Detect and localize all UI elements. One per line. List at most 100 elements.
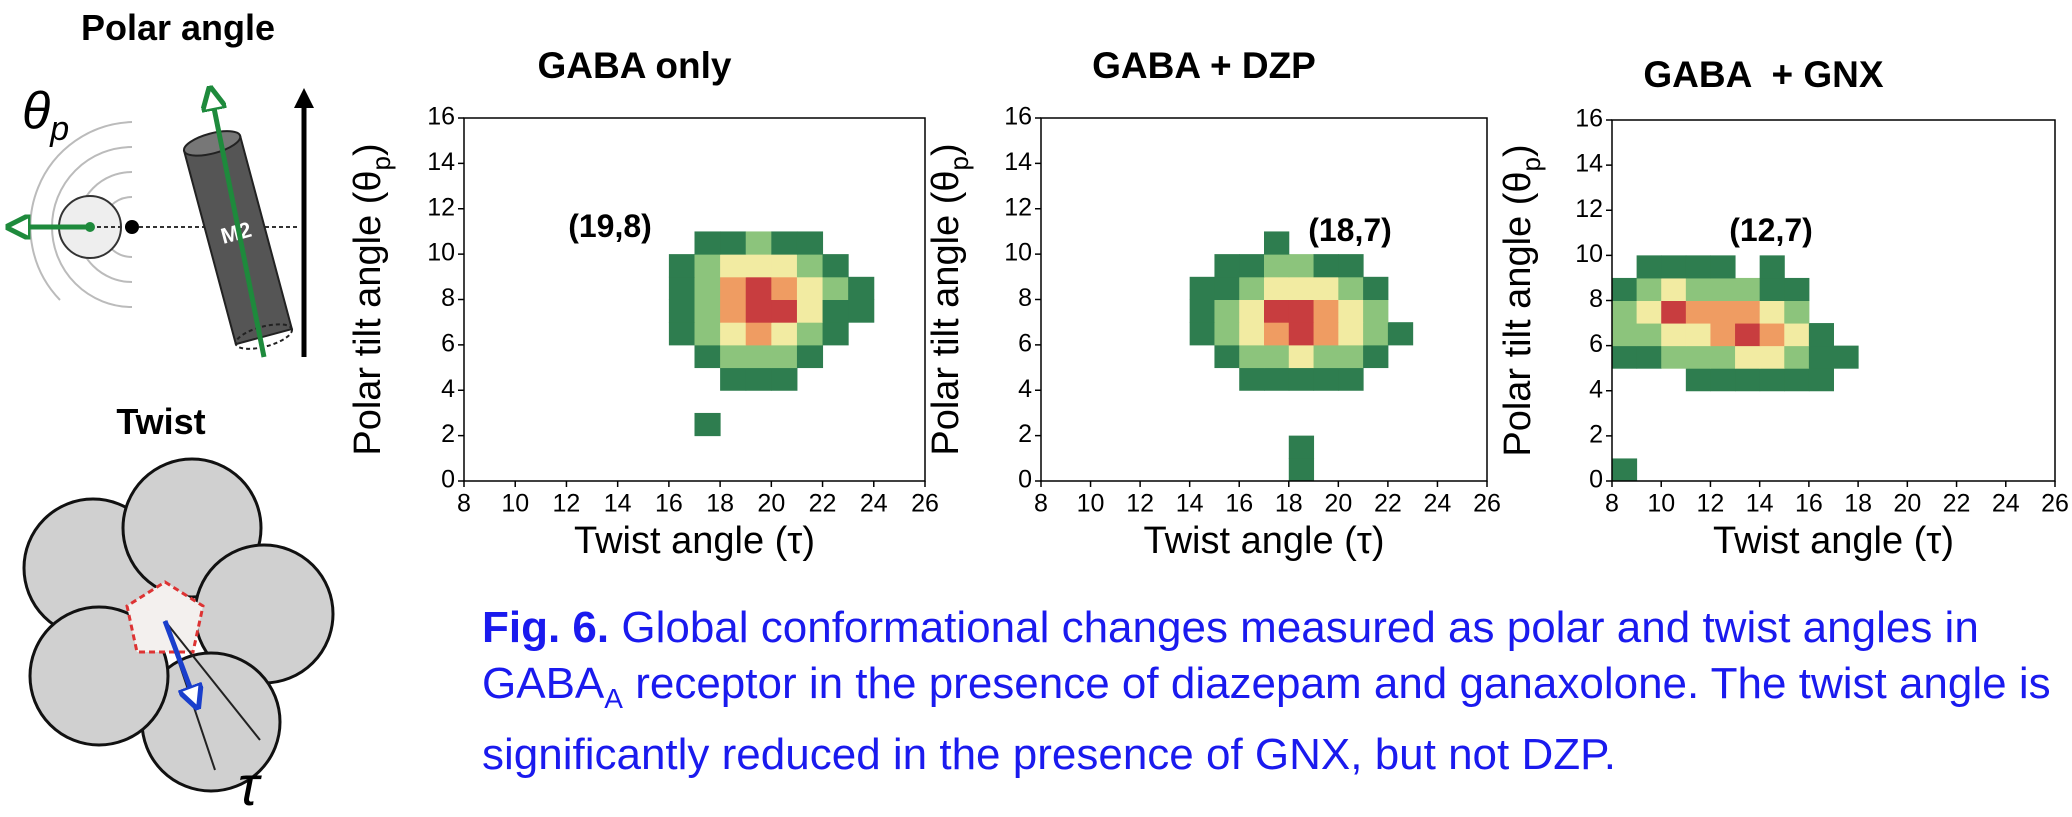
heatmap-cell bbox=[1363, 413, 1388, 436]
caption-label: Fig. 6. bbox=[482, 603, 610, 652]
heatmap-cell bbox=[1388, 413, 1413, 436]
heatmap-cell bbox=[848, 299, 875, 323]
chart-title: GABA + DZP bbox=[1092, 45, 1316, 86]
heatmap-cell bbox=[1636, 255, 1662, 279]
y-tick-label: 12 bbox=[427, 193, 455, 221]
heatmap-cell bbox=[1685, 345, 1711, 369]
x-tick-label: 18 bbox=[1844, 490, 1872, 518]
heatmap-cell bbox=[720, 413, 746, 436]
heatmap-cell bbox=[1784, 300, 1810, 324]
y-tick-label: 0 bbox=[441, 466, 455, 494]
y-tick-label: 14 bbox=[1004, 148, 1032, 176]
heatmap-cell bbox=[1388, 254, 1413, 277]
diagram-title: Twist bbox=[116, 401, 205, 442]
heatmap-cell bbox=[1834, 323, 1859, 346]
x-tick-label: 18 bbox=[1275, 490, 1303, 518]
heatmap-cell bbox=[771, 231, 798, 255]
heatmap-cell bbox=[796, 322, 824, 346]
heatmap-cell bbox=[1239, 390, 1264, 413]
y-tick-label: 16 bbox=[1004, 103, 1032, 131]
heatmap-cell bbox=[1388, 390, 1413, 413]
y-axis-label: Polar tilt angle (θp) bbox=[925, 143, 974, 455]
heatmap-cell bbox=[1686, 458, 1711, 481]
heatmap-cell bbox=[1661, 277, 1687, 301]
heatmap-cell bbox=[1612, 277, 1638, 301]
theta-label: θp bbox=[22, 82, 69, 148]
heatmap-cell bbox=[1735, 323, 1761, 347]
heatmap-cell bbox=[720, 367, 747, 391]
heatmap-cell bbox=[1685, 255, 1711, 279]
heatmap-cell bbox=[823, 390, 849, 413]
heatmap-cell bbox=[848, 368, 874, 391]
y-axis-label-text: Polar tilt angle (θ bbox=[1497, 171, 1539, 456]
x-tick-label: 24 bbox=[860, 490, 888, 518]
heatmap-cell bbox=[771, 276, 798, 300]
heatmap-cell bbox=[1363, 276, 1389, 300]
x-tick-label: 14 bbox=[604, 490, 632, 518]
heatmap-cell bbox=[745, 299, 772, 323]
heatmap-cell bbox=[771, 254, 798, 278]
heatmap-cell bbox=[669, 231, 695, 254]
heatmap-cell bbox=[1834, 413, 1859, 436]
theta: θ bbox=[22, 82, 50, 140]
heatmap-cell bbox=[1710, 255, 1736, 279]
heatmap-cell bbox=[1784, 368, 1810, 392]
heatmap-cell bbox=[1637, 436, 1662, 459]
heatmap-cell bbox=[1313, 322, 1339, 346]
heatmap-cell bbox=[1264, 344, 1290, 369]
heatmap-cell bbox=[694, 254, 721, 278]
y-tick-label: 8 bbox=[1018, 284, 1032, 312]
heatmap-cell bbox=[1388, 436, 1413, 459]
heatmap-cell bbox=[1661, 323, 1687, 347]
heatmap-cell bbox=[822, 322, 849, 346]
heatmap-cell bbox=[797, 390, 823, 413]
heatmap-cell bbox=[1661, 300, 1687, 324]
heatmap-cell bbox=[1314, 390, 1339, 413]
heatmap-cell bbox=[1834, 436, 1859, 459]
heatmap-cell bbox=[1214, 436, 1239, 459]
heatmap-cell bbox=[1288, 435, 1315, 459]
heatmap-cell bbox=[1239, 231, 1264, 254]
heatmap-cell bbox=[1784, 391, 1809, 414]
heatmap-cell bbox=[1636, 277, 1662, 301]
heatmap-cell bbox=[695, 368, 721, 391]
x-tick-label: 12 bbox=[553, 490, 581, 518]
heatmap-cell bbox=[822, 276, 849, 300]
heatmap-cell bbox=[1759, 345, 1785, 369]
heatmap-cell bbox=[771, 367, 798, 391]
heatmap-cell bbox=[1760, 391, 1785, 414]
heatmap-cell bbox=[1190, 231, 1215, 254]
heatmap-cell bbox=[1735, 436, 1760, 459]
heatmap-cell bbox=[720, 231, 747, 255]
heatmap-cell bbox=[848, 276, 875, 300]
x-tick-label: 10 bbox=[501, 490, 529, 518]
heatmap-cell bbox=[1760, 436, 1785, 459]
heatmap-cell bbox=[1363, 254, 1388, 277]
heatmap-cell bbox=[1264, 367, 1290, 391]
heatmap-cell bbox=[1759, 323, 1785, 347]
heatmap-cell bbox=[822, 299, 849, 323]
heatmap-cell bbox=[1636, 345, 1662, 369]
caption: Fig. 6. Global conformational changes me… bbox=[482, 600, 2057, 783]
heatmap-cell bbox=[1190, 390, 1215, 413]
heatmap-cell bbox=[1288, 299, 1315, 323]
heatmap-cell bbox=[1710, 345, 1736, 369]
heatmap-cell bbox=[771, 390, 797, 413]
y-axis-label-subscript: p bbox=[944, 156, 974, 170]
heatmap-cell bbox=[1686, 436, 1711, 459]
heatmap-cell bbox=[746, 413, 772, 436]
chart-title: GABA + GNX bbox=[1643, 54, 1884, 95]
heatmap-cell bbox=[1190, 413, 1215, 436]
heatmap-cell bbox=[1338, 458, 1363, 481]
heatmap-cell bbox=[1661, 255, 1687, 279]
x-tick-label: 16 bbox=[1225, 490, 1253, 518]
heatmap-cell bbox=[1388, 300, 1413, 323]
heatmap-cell bbox=[1388, 345, 1413, 368]
heatmap-cell bbox=[1735, 277, 1761, 301]
heatmap-cell bbox=[1759, 277, 1785, 301]
heatmap-cell bbox=[1735, 300, 1761, 324]
heatmap-cell bbox=[745, 367, 772, 391]
heatmap-cell bbox=[669, 390, 695, 413]
x-tick-label: 12 bbox=[1697, 490, 1725, 518]
